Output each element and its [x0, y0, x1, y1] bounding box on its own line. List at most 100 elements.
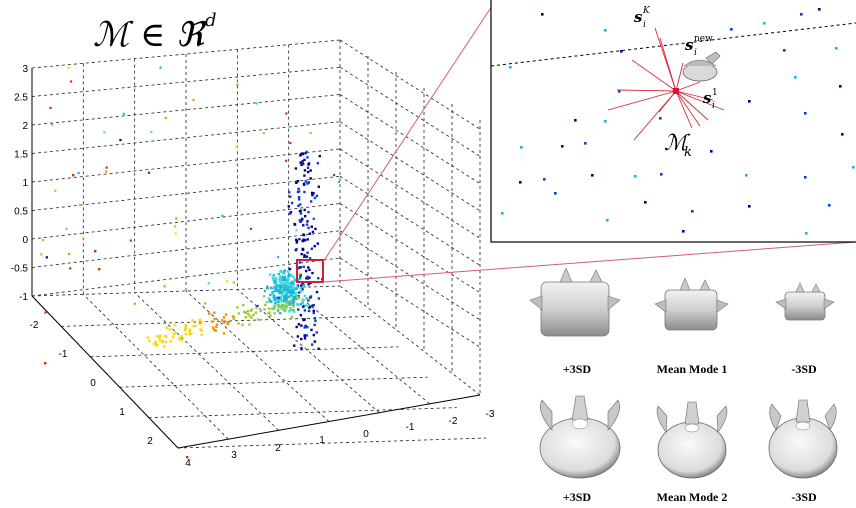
scatter-point: [49, 106, 52, 110]
scatter-point: [295, 325, 298, 329]
main-title-text: ℳ ∈ ℜ: [93, 15, 207, 55]
scatter-point: [284, 304, 287, 307]
scatter-point: [268, 273, 272, 276]
scatter-point: [301, 301, 304, 304]
scatter-point: [45, 256, 48, 259]
scatter-point: [281, 275, 284, 279]
scatter-point: [301, 160, 304, 163]
scatter-point: [236, 306, 239, 309]
scatter-point: [278, 280, 282, 284]
inset-point: [748, 100, 751, 103]
scatter-point: [309, 131, 312, 135]
scatter-point: [305, 297, 309, 300]
inset-point: [748, 205, 751, 208]
scatter-point: [300, 347, 303, 350]
scatter-point: [284, 278, 287, 282]
x-tick-label: 3: [231, 450, 237, 461]
x-tick-label: -3: [486, 409, 495, 420]
scatter-point: [297, 195, 301, 199]
scatter-point: [292, 297, 296, 301]
scatter-point: [308, 305, 312, 308]
inset-point: [835, 47, 838, 50]
scatter-point: [275, 279, 278, 283]
scatter-point: [307, 181, 310, 184]
scatter-point: [299, 302, 303, 306]
inset-point: [541, 13, 544, 16]
scatter-point: [226, 322, 229, 326]
scatter-point: [98, 268, 101, 271]
z-tick-label: -1: [19, 292, 28, 303]
scatter-point: [283, 295, 286, 299]
scatter-point: [237, 322, 240, 325]
scatter-point: [307, 210, 310, 214]
scatter-point: [287, 274, 290, 277]
scatter-point: [175, 217, 178, 220]
scatter-point: [244, 316, 247, 319]
scatter-point: [279, 284, 282, 287]
scatter-point: [82, 237, 85, 240]
inset-point: [620, 50, 623, 53]
main-title: ℳ ∈ ℜ d: [93, 10, 217, 55]
scatter-point: [288, 291, 292, 294]
shape-captions-row1: +3SD Mean Mode 1 -3SD: [563, 362, 817, 376]
scatter-point: [293, 344, 296, 347]
scatter-point: [286, 277, 289, 280]
scatter-point: [317, 297, 321, 300]
scatter-point: [309, 169, 312, 172]
scatter-point: [275, 289, 278, 293]
scatter-point: [188, 333, 191, 336]
scatter-point: [273, 312, 276, 315]
scatter-point: [277, 300, 281, 304]
scatter-point: [288, 267, 292, 271]
scatter-point: [296, 335, 300, 338]
inset-point: [794, 76, 797, 79]
scatter-point: [299, 273, 302, 277]
scatter-point: [211, 326, 215, 329]
scatter-point: [313, 340, 317, 343]
scatter-point: [310, 191, 314, 195]
scatter-point: [289, 294, 292, 297]
scatter-point: [286, 289, 290, 293]
scatter-point: [268, 300, 272, 303]
scatter-point: [178, 336, 182, 340]
inset-point: [604, 120, 607, 123]
scatter-point: [300, 337, 303, 341]
scatter-point: [306, 277, 310, 280]
scatter-point: [318, 154, 321, 158]
scatter-point: [256, 318, 260, 321]
scatter-point: [129, 239, 133, 242]
scatter-point: [303, 255, 306, 259]
scatter-point: [220, 319, 224, 322]
scatter-point: [287, 270, 290, 273]
scatter-point: [263, 289, 267, 293]
scatter-point: [172, 333, 176, 336]
inset-point: [828, 204, 831, 207]
scatter-point: [232, 315, 236, 319]
scatter-point: [271, 290, 274, 294]
scatter-point: [295, 247, 298, 251]
scatter-point: [243, 310, 246, 314]
scatter-point: [207, 312, 211, 315]
scatter-point: [288, 212, 292, 215]
scatter-point: [297, 266, 301, 270]
scatter-point: [310, 225, 313, 228]
scatter-point: [304, 269, 308, 273]
scatter-point: [199, 328, 202, 331]
scatter-point: [189, 332, 193, 336]
scatter-point: [267, 307, 271, 310]
y-tick-label: 1: [119, 407, 125, 418]
scatter-point: [305, 150, 308, 153]
inset-point: [604, 29, 607, 32]
scatter-point: [146, 336, 150, 339]
scatter-points: [40, 66, 341, 459]
inset-point: [634, 175, 637, 178]
scatter-point: [215, 323, 219, 326]
scatter-point: [188, 328, 192, 331]
x-tick-label: 2: [275, 443, 281, 454]
scatter-point: [287, 287, 290, 290]
scatter-point: [280, 291, 284, 294]
scatter-point: [303, 294, 307, 298]
scatter-point: [310, 328, 313, 332]
scatter-point: [307, 283, 310, 286]
scatter-point: [301, 288, 304, 291]
